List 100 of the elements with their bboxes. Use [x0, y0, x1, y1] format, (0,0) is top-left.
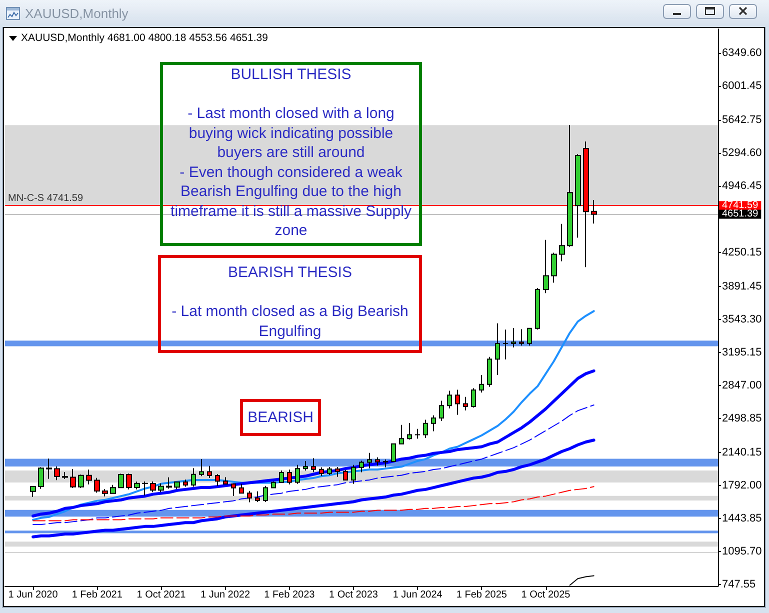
- chart-title: XAUUSD,Monthly: [25, 6, 128, 22]
- x-tick-label: 1 Jun 2024: [392, 590, 443, 600]
- candlestick: [158, 482, 164, 493]
- candlestick: [487, 356, 492, 388]
- candlestick: [183, 479, 188, 488]
- candlestick: [319, 466, 324, 476]
- candlestick: [415, 428, 420, 440]
- candlestick: [215, 474, 220, 486]
- candlestick: [503, 329, 508, 360]
- candlestick: [543, 239, 549, 294]
- candlestick: [142, 480, 148, 496]
- candlestick: [519, 328, 524, 346]
- x-tick-label: 1 Feb 2021: [72, 590, 123, 600]
- annotation: MN-C-S 4741.59: [8, 192, 84, 205]
- candlestick: [247, 490, 252, 503]
- y-tick-label: 6349.60: [722, 47, 762, 60]
- y-tick-label: 4250.15: [722, 246, 762, 258]
- candlestick: [54, 466, 60, 481]
- candlestick: [150, 480, 156, 493]
- candlestick: [343, 470, 348, 481]
- candlestick: [367, 452, 372, 469]
- candlestick: [303, 460, 308, 472]
- y-tick-label: 3891.45: [722, 280, 762, 292]
- ref-line-label: 4651.39: [722, 208, 759, 220]
- candlestick: [279, 470, 284, 484]
- candlestick: [295, 464, 300, 484]
- text-box: BULLISH THESIS - Last month closed with a long buying wick indicating possible buyers are still around - Even though considered a weak Bearish Engulfing due to the high timeframe it is still a massive Supply zone: [160, 62, 422, 246]
- candlestick: [351, 464, 356, 484]
- y-tick-label: 1443.85: [722, 512, 762, 524]
- candlestick: [455, 389, 460, 416]
- candlestick: [38, 466, 44, 490]
- line-series: [32, 404, 594, 526]
- candlestick: [535, 288, 540, 330]
- candlestick: [511, 327, 516, 348]
- y-tick-label: 2847.00: [722, 379, 762, 392]
- candlestick: [495, 322, 500, 376]
- candlestick: [399, 424, 404, 445]
- candlestick: [191, 468, 196, 488]
- x-tick-label: 1 Jun 2022: [200, 590, 250, 600]
- candlestick: [471, 388, 476, 408]
- candlestick: [287, 469, 292, 485]
- y-tick-label: 6001.45: [722, 80, 762, 92]
- candlestick: [62, 472, 68, 480]
- x-tick-label: 1 Oct 2021: [136, 590, 186, 600]
- candlestick: [447, 390, 452, 409]
- y-tick-label: 5294.60: [722, 147, 762, 160]
- line-series: [32, 438, 596, 538]
- candlestick: [86, 469, 92, 485]
- candlestick: [199, 458, 204, 477]
- candlestick: [575, 154, 581, 238]
- y-tick-label: 1792.00: [722, 479, 762, 492]
- x-tick-label: 1 Feb 2023: [264, 590, 316, 600]
- x-tick-label: 1 Feb 2025: [456, 590, 508, 600]
- y-tick-label: 5642.75: [722, 114, 762, 126]
- candlestick: [527, 327, 532, 346]
- candlestick: [207, 465, 212, 478]
- candlestick: [231, 482, 236, 496]
- candlestick: [559, 223, 565, 262]
- candlestick: [567, 124, 573, 248]
- candlestick: [78, 474, 84, 489]
- candlestick: [70, 468, 76, 489]
- candlestick: [102, 488, 108, 497]
- candlestick: [407, 422, 412, 440]
- y-tick-label: 4946.45: [722, 180, 762, 192]
- candlestick: [391, 442, 396, 463]
- candlestick: [255, 490, 260, 503]
- candlestick: [423, 419, 428, 438]
- candlestick: [335, 466, 340, 478]
- candlestick: [94, 477, 100, 494]
- candlestick: [239, 483, 244, 494]
- x-tick-label: 1 Oct 2023: [329, 590, 378, 600]
- candlestick: [110, 484, 116, 494]
- candlestick: [551, 252, 557, 284]
- candlestick: [126, 473, 132, 490]
- candlestick: [271, 481, 276, 489]
- x-tick-label: 1 Oct 2025: [521, 590, 571, 600]
- candlestick: [463, 396, 468, 411]
- candlestick: [134, 481, 140, 490]
- candlestick: [223, 476, 228, 485]
- candlestick: [383, 459, 388, 468]
- candlestick: [439, 400, 444, 422]
- y-tick-label: 3543.30: [722, 313, 762, 326]
- chart-subtitle: XAUUSD,Monthly 4681.00 4800.18 4553.56 4651.39: [21, 32, 268, 44]
- y-tick-label: 3195.15: [722, 346, 762, 358]
- line-series: [32, 486, 594, 522]
- candlestick: [30, 486, 36, 498]
- candlestick: [263, 485, 268, 503]
- candlestick: [479, 374, 484, 393]
- y-tick-label: 747.55: [722, 578, 756, 591]
- x-tick-label: 1 Jun 2020: [8, 590, 58, 600]
- candlestick: [359, 460, 364, 473]
- candlestick: [166, 476, 172, 490]
- line-series: [32, 369, 596, 518]
- candlestick: [327, 466, 332, 476]
- candlestick: [174, 481, 180, 490]
- candlestick: [311, 458, 316, 473]
- candlestick: [431, 414, 436, 432]
- y-tick-label: 1095.70: [722, 546, 762, 558]
- candlestick: [375, 456, 380, 466]
- text-box: BEARISH THESIS - Lat month closed as a Big Bearish Engulfing: [158, 255, 422, 353]
